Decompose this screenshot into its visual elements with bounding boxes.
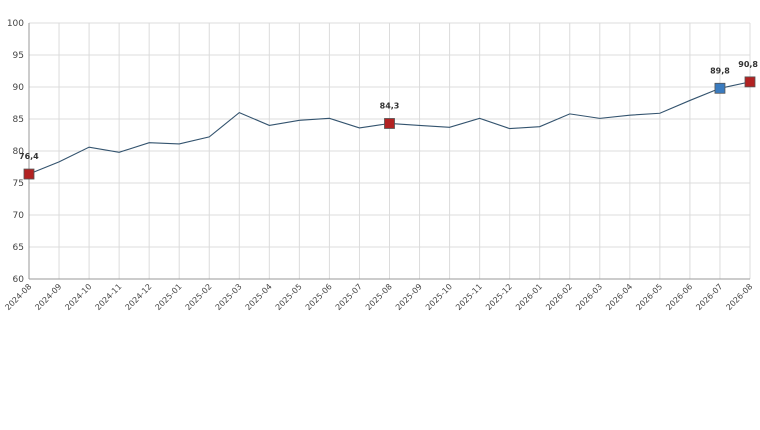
x-tick-label: 2025-06 <box>304 282 334 312</box>
x-tick-label: 2025-02 <box>184 282 214 312</box>
x-tick-label: 2026-02 <box>544 282 574 312</box>
x-tick-label: 2025-08 <box>364 282 394 312</box>
data-label: 84,3 <box>380 101 400 110</box>
x-tick-label: 2024-10 <box>63 282 93 312</box>
grid <box>28 22 751 280</box>
x-tick-label: 2026-07 <box>694 282 724 312</box>
data-point-marker <box>744 76 756 88</box>
x-tick-label: 2026-06 <box>664 282 694 312</box>
x-tick-label: 2024-12 <box>124 282 154 312</box>
y-tick-label: 65 <box>13 243 24 253</box>
x-tick-label: 2024-11 <box>94 282 124 312</box>
y-tick-label: 90 <box>13 83 25 93</box>
x-tick-label: 2026-05 <box>634 282 664 312</box>
x-tick-label: 2025-03 <box>214 282 244 312</box>
data-label: 89,8 <box>710 66 730 75</box>
y-tick-label: 70 <box>13 211 25 221</box>
data-label: 90,8 <box>738 60 758 69</box>
x-tick-label: 2025-11 <box>454 282 484 312</box>
x-tick-label: 2026-08 <box>724 282 754 312</box>
x-tick-label: 2025-07 <box>334 282 364 312</box>
x-tick-label: 2024-08 <box>3 282 33 312</box>
x-axis: 2024-08 2024-09 2024-10 2024-11 2024-12 2025-… <box>3 278 754 312</box>
y-tick-label: 85 <box>13 115 24 125</box>
x-tick-label: 2024-09 <box>33 282 63 312</box>
x-tick-label: 2025-09 <box>394 282 424 312</box>
x-tick-label: 2025-12 <box>484 282 514 312</box>
data-point-marker <box>23 168 35 180</box>
y-tick-label: 75 <box>13 179 24 189</box>
x-tick-label: 2025-01 <box>154 282 184 312</box>
data-point-marker <box>714 82 726 94</box>
data-label: 76,4 <box>19 152 39 161</box>
y-tick-label: 80 <box>13 147 25 157</box>
data-markers <box>23 76 756 180</box>
x-tick-label: 2025-04 <box>244 282 274 312</box>
y-axis: 60 65 70 75 80 85 90 95 100 <box>7 19 30 285</box>
data-point-marker <box>384 118 395 129</box>
y-tick-label: 95 <box>13 51 24 61</box>
x-tick-label: 2026-01 <box>514 282 544 312</box>
x-tick-label: 2026-04 <box>604 282 634 312</box>
y-tick-label: 60 <box>13 275 25 285</box>
y-tick-label: 100 <box>7 19 24 29</box>
x-tick-label: 2025-10 <box>424 282 454 312</box>
x-tick-label: 2026-03 <box>574 282 604 312</box>
x-tick-label: 2025-05 <box>274 282 304 312</box>
data-labels: 76,4 84,3 89,8 90,8 <box>19 60 758 161</box>
